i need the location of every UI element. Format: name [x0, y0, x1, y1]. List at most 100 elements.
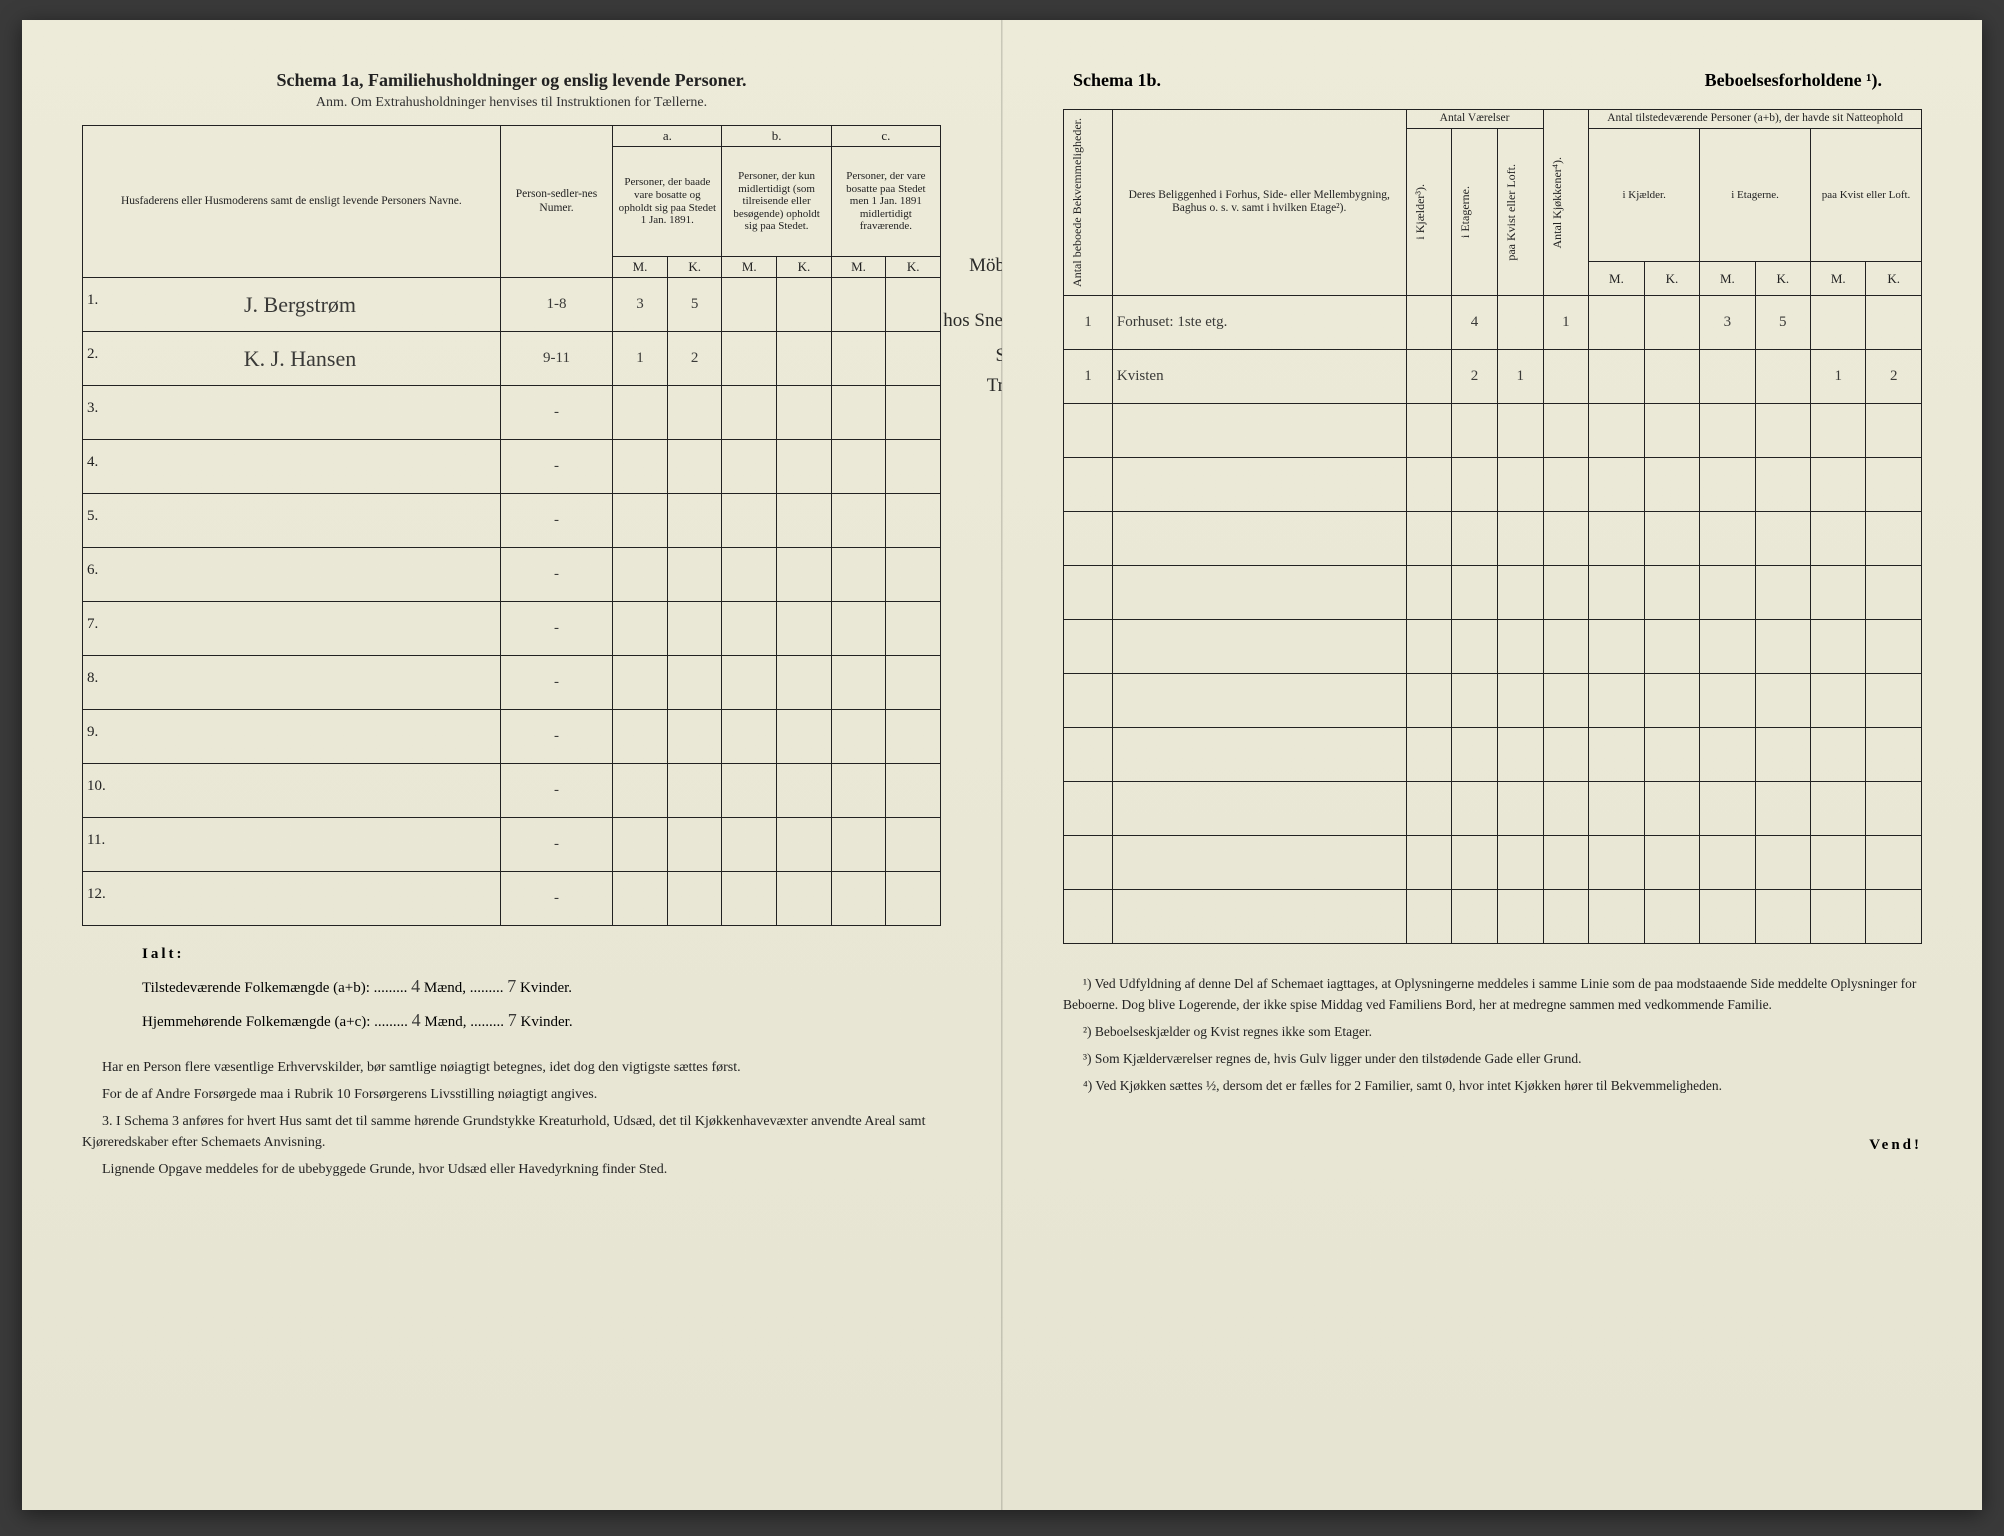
th-nkK: K.	[1644, 262, 1699, 296]
th-c-top: c.	[831, 126, 940, 147]
ialt-2-k: 7	[508, 1010, 517, 1030]
th-v-kv: paa Kvist eller Loft.	[1502, 158, 1521, 267]
cell-num: -	[500, 386, 612, 440]
cell-kk	[1543, 727, 1589, 781]
cell-bekv	[1064, 457, 1113, 511]
cell-nvK	[1866, 457, 1922, 511]
cell-nvK	[1866, 619, 1922, 673]
cell-nkM	[1589, 349, 1644, 403]
cell-kk	[1543, 349, 1589, 403]
cell-nvM	[1811, 511, 1866, 565]
table-1a: Husfaderens eller Husmoderens samt de en…	[82, 125, 941, 926]
fn-1: ¹) Ved Udfyldning af denne Del af Schema…	[1063, 974, 1922, 1016]
cell-neM	[1700, 403, 1755, 457]
cell-nvM	[1811, 889, 1866, 943]
cell-kk	[1543, 619, 1589, 673]
cell-aK	[667, 386, 722, 440]
rownum: 9.	[83, 710, 501, 764]
cell-cK	[886, 278, 941, 332]
cell-name	[298, 886, 304, 911]
rownum: 8.	[83, 656, 501, 710]
cell-bK	[777, 818, 832, 872]
cell-bekv	[1064, 619, 1113, 673]
cell-aK	[667, 602, 722, 656]
rownum: 1.J. Bergstrøm	[83, 278, 501, 332]
cell-num: -	[500, 872, 612, 926]
cell-neM	[1700, 835, 1755, 889]
cell-neM	[1700, 457, 1755, 511]
cell-kj	[1406, 673, 1452, 727]
cell-cM	[831, 440, 886, 494]
table-row	[1064, 889, 1922, 943]
cell-num: -	[500, 440, 612, 494]
table-row: 4.-	[83, 440, 941, 494]
vend: Vend!	[1063, 1137, 1922, 1154]
cell-bK	[777, 764, 832, 818]
rownum: 4.	[83, 440, 501, 494]
cell-cK	[886, 818, 941, 872]
cell-cK	[886, 602, 941, 656]
cell-nkK	[1644, 727, 1699, 781]
cell-nkM	[1589, 619, 1644, 673]
cell-nvM	[1811, 781, 1866, 835]
cell-aM	[613, 548, 668, 602]
cell-et	[1452, 727, 1498, 781]
cell-bK	[777, 656, 832, 710]
cell-bK	[777, 548, 832, 602]
th-natte: Antal tilstedeværende Personer (a+b), de…	[1589, 110, 1922, 129]
th-bM: M.	[722, 257, 777, 278]
cell-bekv	[1064, 889, 1113, 943]
cell-neM	[1700, 781, 1755, 835]
cell-nkK	[1644, 619, 1699, 673]
cell-neM	[1700, 673, 1755, 727]
cell-neK	[1755, 835, 1810, 889]
cell-neM	[1700, 565, 1755, 619]
table-row: 1Kvisten2112	[1064, 349, 1922, 403]
cell-cM	[831, 602, 886, 656]
cell-kj	[1406, 457, 1452, 511]
cell-kj	[1406, 727, 1452, 781]
cell-kj	[1406, 349, 1452, 403]
cell-aK	[667, 818, 722, 872]
table-row: 11.-	[83, 818, 941, 872]
cell-nkM	[1589, 781, 1644, 835]
cell-name: J. Bergstrøm	[238, 292, 356, 317]
th-bK: K.	[777, 257, 832, 278]
cell-cK	[886, 440, 941, 494]
cell-belig	[1112, 673, 1406, 727]
cell-aM	[613, 602, 668, 656]
table-row: 2.K. J. Hansen9-1112	[83, 332, 941, 386]
cell-nkK	[1644, 511, 1699, 565]
cell-belig	[1112, 403, 1406, 457]
cell-neK	[1755, 619, 1810, 673]
cell-et: 4	[1452, 295, 1498, 349]
cell-nkM	[1589, 511, 1644, 565]
para-3: 3. I Schema 3 anføres for hvert Hus samt…	[82, 1111, 941, 1153]
cell-kv: 1	[1497, 349, 1543, 403]
th-c: Personer, der vare bosatte paa Stedet me…	[831, 147, 940, 257]
table-row	[1064, 457, 1922, 511]
cell-bK	[777, 332, 832, 386]
cell-bK	[777, 386, 832, 440]
cell-kk	[1543, 565, 1589, 619]
para-1: Har en Person flere væsentlige Erhvervsk…	[82, 1057, 941, 1078]
cell-bekv	[1064, 835, 1113, 889]
para-4: Lignende Opgave meddeles for de ubebygge…	[82, 1159, 941, 1180]
cell-bM	[722, 818, 777, 872]
cell-kv	[1497, 781, 1543, 835]
cell-name	[294, 616, 300, 641]
th-numer: Person-sedler-nes Numer.	[500, 126, 612, 278]
cell-bK	[777, 602, 832, 656]
cell-aM	[613, 764, 668, 818]
cell-neM	[1700, 349, 1755, 403]
cell-nvK	[1866, 889, 1922, 943]
table-row	[1064, 781, 1922, 835]
fn-2: ²) Beboelseskjælder og Kvist regnes ikke…	[1063, 1022, 1922, 1043]
th-nvM: M.	[1811, 262, 1866, 296]
cell-kj	[1406, 619, 1452, 673]
schema-1b-title: Schema 1b. Beboelsesforholdene ¹).	[1063, 70, 1922, 91]
cell-cM	[831, 872, 886, 926]
cell-bK	[777, 440, 832, 494]
cell-kk	[1543, 781, 1589, 835]
th-nvK: K.	[1866, 262, 1922, 296]
